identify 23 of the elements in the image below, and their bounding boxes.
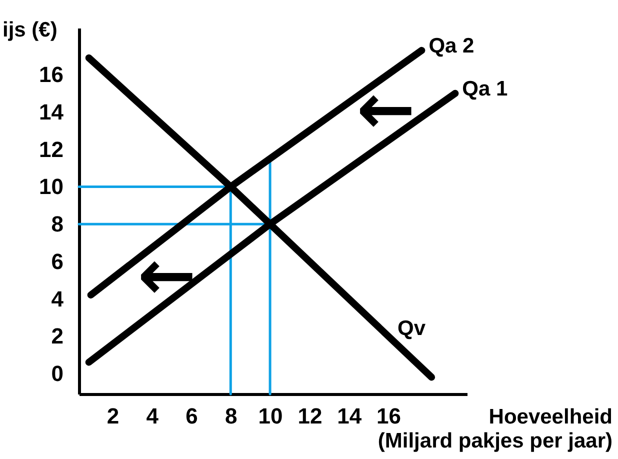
x-tick-label: 16 [376, 404, 401, 428]
series-label: Qa 1 [462, 77, 508, 100]
y-tick-label: 0 [51, 360, 64, 386]
x-tick-label: 10 [258, 404, 283, 428]
x-tick-label: 12 [298, 404, 322, 428]
x-tick-label: 8 [225, 404, 238, 428]
y-tick-label: 4 [51, 286, 64, 312]
y-tick-label: 8 [51, 212, 64, 237]
y-tick-label: 14 [39, 100, 64, 125]
series-label: Qv [398, 317, 426, 340]
annotation: ← [138, 234, 196, 316]
x-tick-label: 14 [337, 404, 362, 428]
x-tick-label: 6 [186, 404, 198, 428]
y-tick-label: 12 [39, 136, 64, 162]
y-tick-label: 16 [39, 62, 64, 88]
y-axis-title: ijs (€) [2, 18, 58, 42]
x-tick-label: 4 [146, 404, 160, 428]
y-tick-label: 6 [51, 248, 64, 274]
x-tick-label: 2 [106, 404, 120, 428]
y-tick-label: 10 [39, 174, 64, 200]
y-tick-label: 2 [51, 324, 64, 349]
annotation: ← [356, 68, 416, 150]
series-label: Qa 2 [428, 34, 474, 58]
